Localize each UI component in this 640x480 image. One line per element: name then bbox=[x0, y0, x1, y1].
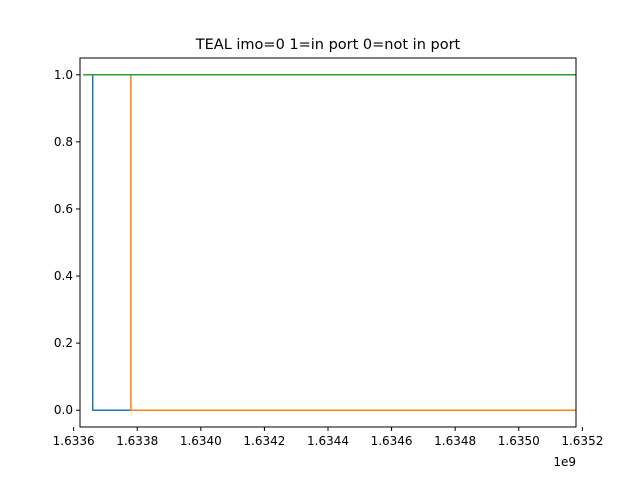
x-tick-label: 1.6352 bbox=[561, 434, 603, 448]
series-line-1 bbox=[83, 74, 576, 411]
y-tick-label: 0.6 bbox=[54, 202, 73, 216]
y-tick-label: 0.4 bbox=[54, 269, 73, 283]
y-tick-label: 1.0 bbox=[54, 68, 73, 82]
x-offset-label: 1e9 bbox=[553, 455, 576, 469]
y-tick-label: 0.0 bbox=[54, 403, 73, 417]
x-axis: 1.6336 1.6338 1.6340 1.6342 1.6344 1.6346 1.63… bbox=[53, 427, 603, 448]
plot-frame bbox=[79, 57, 577, 428]
chart-title: TEAL imo=0 1=in port 0=not in port bbox=[195, 37, 461, 53]
series-line-2 bbox=[83, 74, 576, 411]
y-axis: 0.0 0.2 0.4 0.6 0.8 1.0 bbox=[54, 68, 80, 417]
y-tick-label: 0.2 bbox=[54, 336, 73, 350]
x-tick-label: 1.6348 bbox=[434, 434, 476, 448]
series-lines bbox=[83, 74, 576, 411]
x-tick-label: 1.6338 bbox=[116, 434, 158, 448]
x-tick-label: 1.6336 bbox=[53, 434, 95, 448]
x-tick-label: 1.6342 bbox=[243, 434, 285, 448]
y-tick-label: 0.8 bbox=[54, 135, 73, 149]
x-tick-label: 1.6340 bbox=[180, 434, 222, 448]
x-tick-label: 1.6350 bbox=[498, 434, 540, 448]
x-tick-label: 1.6346 bbox=[371, 434, 413, 448]
x-tick-label: 1.6344 bbox=[307, 434, 349, 448]
